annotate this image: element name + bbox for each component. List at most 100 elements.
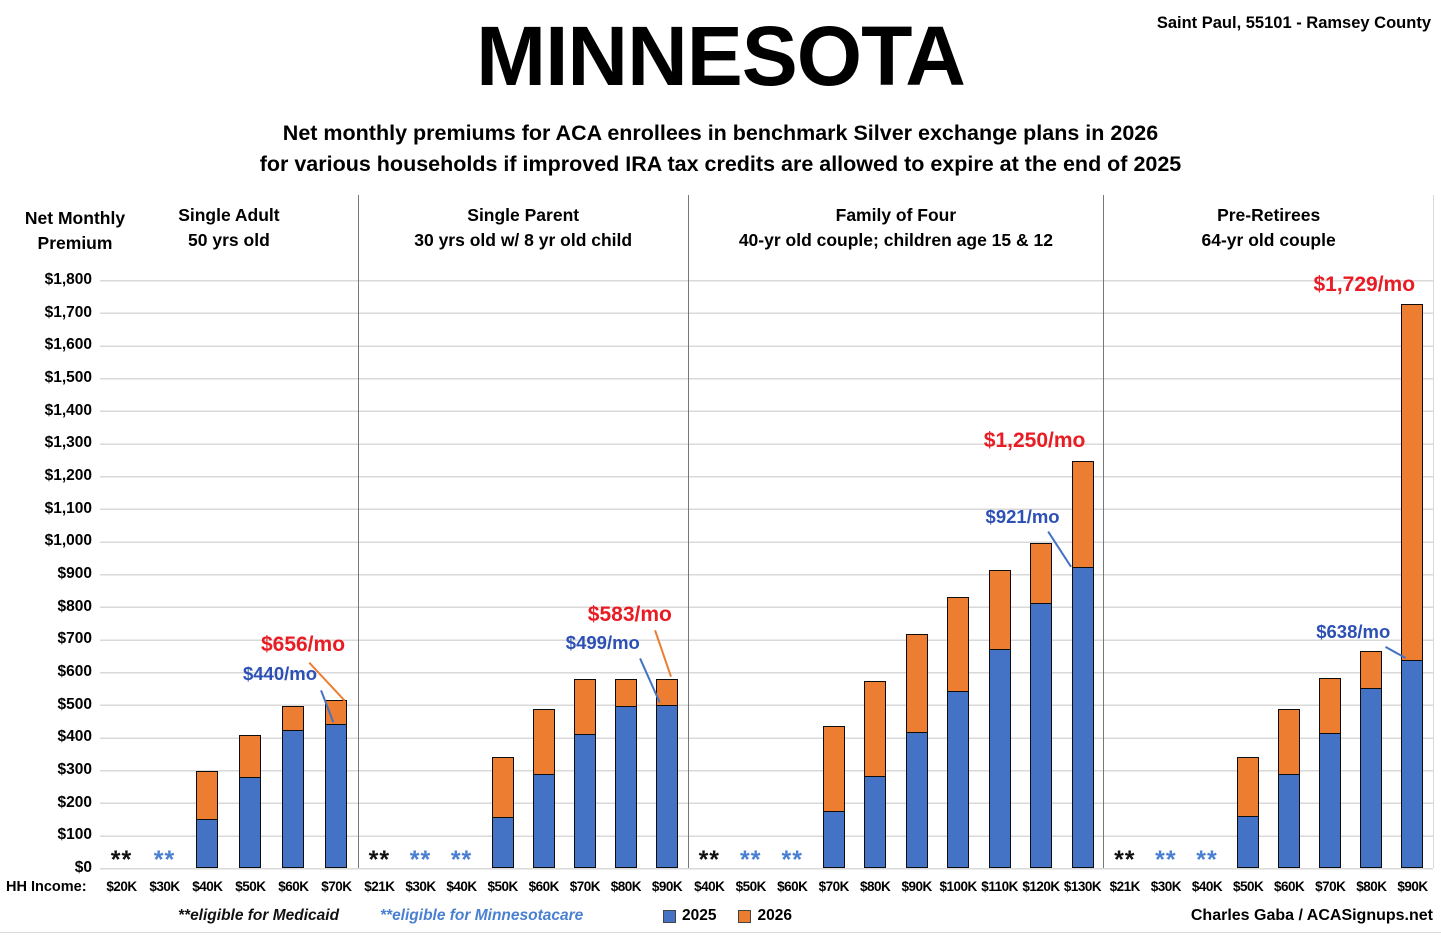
callout-2025-value: $638/mo (1316, 621, 1391, 642)
gridlines (100, 280, 1433, 870)
bar-2025-segment (196, 819, 219, 868)
y-axis-title-line-2: Premium (37, 233, 113, 254)
y-axis-title-line-1: Net Monthly (24, 208, 126, 228)
subtitle-line-2: for various households if improved IRA t… (259, 151, 1182, 176)
medicaid-eligible-marker: ** (698, 846, 721, 874)
chart-subtitle: Net monthly premiums for ACA enrollees i… (0, 118, 1441, 179)
bar-2025-segment (1071, 567, 1094, 868)
stacked-bar (239, 734, 262, 868)
bar-2026-segment (239, 734, 262, 778)
y-tick-label: $1,800 (44, 271, 92, 288)
income-tick-label: $21K (1109, 879, 1141, 894)
panel-title-line-2: 64-yr old couple (1201, 229, 1336, 250)
bar-column: ** $40K (689, 195, 730, 894)
bar-column: ** $20K (100, 195, 143, 894)
income-tick-label: $90K (901, 879, 933, 894)
bar-2026-segment (1030, 542, 1053, 604)
subtitle-line-1: Net monthly premiums for ACA enrollees i… (282, 121, 1159, 145)
bar-column: $120K (1020, 195, 1061, 894)
income-tick-label: $40K (446, 879, 477, 894)
stacked-bar (905, 634, 928, 868)
bar-column: ** $30K (1145, 195, 1186, 894)
income-tick-label: $80K (1356, 879, 1387, 894)
bar-column: $90K (1392, 195, 1433, 894)
income-tick-label: $130K (1063, 879, 1102, 894)
minnesotacare-eligible-marker: ** (1196, 846, 1218, 874)
y-tick-label: $1,700 (44, 303, 92, 321)
bar-2025-segment (947, 690, 970, 868)
bar-column: $60K (1269, 195, 1310, 894)
panel-pre-retirees: Pre-Retirees 64-yr old couple ** $21K ** $3… (1103, 195, 1433, 894)
panel-row: Single Adult 50 yrs old ** $20K ** $30K $40K… (100, 195, 1433, 894)
bar-2026-segment (947, 597, 970, 692)
bar-column: ** $21K (359, 195, 400, 894)
bar-column: $90K (646, 195, 687, 894)
stacked-bar (864, 680, 887, 868)
bar-columns: ** $21K ** $30K ** $40K $50K $60K $70K $80K $90K (1104, 195, 1433, 894)
bar-column: $70K (813, 195, 854, 894)
bar-column: $70K (315, 195, 358, 894)
income-tick-label: $60K (1274, 879, 1305, 894)
panel-single-parent: Single Parent 30 yrs old w/ 8 yr old chi… (357, 195, 688, 894)
bar-2025-segment (656, 705, 679, 868)
stacked-bar (1071, 460, 1094, 868)
income-tick-label: $100K (939, 879, 977, 894)
y-tick-label: $900 (57, 565, 92, 582)
bar-2026-segment (1319, 678, 1342, 735)
y-tick-label: $1,500 (44, 369, 92, 386)
bar-2026-segment (196, 771, 219, 821)
bar-2025-segment (1401, 659, 1424, 868)
income-tick-label: $50K (235, 879, 266, 894)
panel-title-line-1: Family of Four (835, 205, 957, 225)
income-tick-label: $120K (1022, 879, 1060, 894)
income-tick-label: $70K (818, 879, 850, 894)
bar-column: $70K (1310, 195, 1351, 894)
bar-column: $50K (229, 195, 272, 894)
bar-column: $90K (896, 195, 937, 894)
stacked-bar (1278, 709, 1301, 868)
bar-column: $100K (937, 195, 978, 894)
legend-label-2026: 2026 (757, 907, 792, 924)
panel-title: Pre-Retirees 64-yr old couple (1104, 203, 1433, 252)
page-title: MINNESOTA (476, 9, 966, 103)
bar-column: $50K (482, 195, 523, 894)
y-tick-label: $600 (57, 663, 92, 680)
bar-2025-segment (905, 731, 928, 868)
bar-columns: ** $21K ** $30K ** $40K $50K $60K $70K $80K $90K (359, 195, 688, 894)
income-tick-label: $20K (106, 879, 137, 894)
income-tick-label: $30K (1150, 879, 1182, 894)
stacked-bar (1030, 542, 1053, 868)
minnesotacare-eligible-marker: ** (1155, 846, 1177, 874)
medicaid-eligible-marker: ** (1114, 846, 1136, 874)
bar-column: ** $21K (1104, 195, 1145, 894)
bottom-rule (0, 932, 1441, 933)
hh-income-label: HH Income: (6, 879, 87, 895)
bar-2025-segment (491, 817, 514, 868)
income-tick-label: $60K (278, 879, 309, 894)
bar-column: ** $60K (772, 195, 813, 894)
bar-2026-segment (1071, 460, 1094, 569)
legend-label-2025: 2025 (682, 907, 717, 924)
bar-2025-segment (239, 776, 262, 868)
y-tick-label: $400 (57, 728, 92, 746)
income-tick-label: $50K (735, 879, 767, 894)
income-tick-label: $70K (569, 879, 601, 894)
y-axis-title: Net Monthly Premium (10, 206, 140, 257)
callout-2025-value: $440/mo (242, 663, 318, 684)
minnesotacare-eligible-marker: ** (781, 846, 803, 874)
bar-2025-segment (1278, 774, 1301, 868)
bar-2025-segment (1319, 733, 1342, 868)
bar-2026-segment (1360, 651, 1383, 689)
stacked-bar (1237, 756, 1260, 868)
y-tick-label: $200 (57, 793, 92, 811)
minnesotacare-eligible-marker: ** (450, 846, 473, 874)
callout-2026-value: $656/mo (260, 633, 346, 656)
income-tick-label: $60K (528, 879, 560, 894)
stacked-bar (656, 678, 679, 868)
bar-columns: ** $20K ** $30K $40K $50K $60K $70K (100, 195, 358, 894)
medicaid-eligible-marker: ** (110, 846, 133, 874)
stacked-bar (1319, 678, 1342, 868)
bar-2026-segment (532, 709, 555, 776)
panel-title: Single Parent 30 yrs old w/ 8 yr old chi… (359, 203, 688, 252)
